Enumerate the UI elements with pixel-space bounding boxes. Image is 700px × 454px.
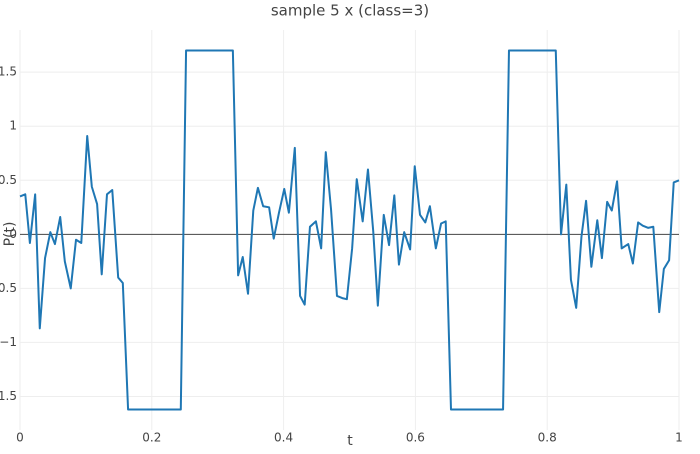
x-tick-label: 0.8 xyxy=(538,431,557,445)
x-tick-label: 1 xyxy=(675,431,683,445)
x-tick-label: 0.2 xyxy=(142,431,161,445)
x-axis-label: t xyxy=(347,433,353,449)
y-tick-label: −1 xyxy=(0,335,17,349)
y-tick-label: −1.5 xyxy=(0,389,17,403)
x-tick-label: 0 xyxy=(16,431,24,445)
x-tick-label: 0.6 xyxy=(406,431,425,445)
y-axis-label: P(t) xyxy=(2,222,18,247)
y-tick-label: 1 xyxy=(9,119,17,133)
x-tick-label: 0.4 xyxy=(274,431,293,445)
data-line xyxy=(19,49,680,411)
y-tick-label: 1.5 xyxy=(0,65,17,79)
chart-title: sample 5 x (class=3) xyxy=(271,2,429,20)
y-tick-label: 0.5 xyxy=(0,173,17,187)
y-tick-label: 0 xyxy=(9,227,17,241)
y-tick-label: −0.5 xyxy=(0,281,17,295)
